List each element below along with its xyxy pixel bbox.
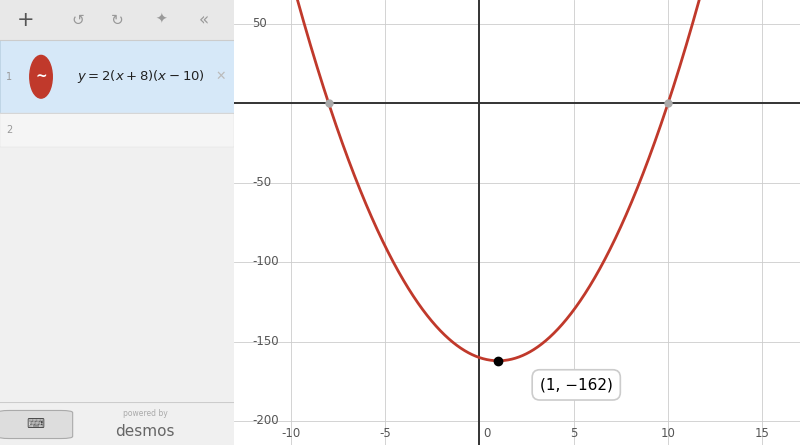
Text: ↻: ↻ bbox=[111, 12, 123, 28]
Text: «: « bbox=[199, 11, 209, 29]
Text: powered by: powered by bbox=[123, 409, 168, 418]
Text: 5: 5 bbox=[570, 427, 578, 440]
Text: -150: -150 bbox=[252, 335, 279, 348]
Text: +: + bbox=[17, 10, 34, 30]
Text: 1: 1 bbox=[6, 72, 13, 82]
Text: ~: ~ bbox=[35, 70, 47, 84]
Text: 10: 10 bbox=[661, 427, 675, 440]
Text: 2: 2 bbox=[6, 125, 13, 135]
Text: -200: -200 bbox=[252, 414, 279, 427]
FancyBboxPatch shape bbox=[0, 40, 234, 113]
Text: -10: -10 bbox=[282, 427, 301, 440]
Text: 0: 0 bbox=[483, 427, 490, 440]
Text: -5: -5 bbox=[379, 427, 391, 440]
Text: (1, −162): (1, −162) bbox=[540, 377, 613, 392]
Text: ✦: ✦ bbox=[156, 13, 167, 27]
Text: ↺: ↺ bbox=[71, 12, 84, 28]
FancyBboxPatch shape bbox=[0, 0, 234, 40]
Text: ⌨: ⌨ bbox=[26, 418, 44, 431]
Text: 15: 15 bbox=[755, 427, 770, 440]
FancyBboxPatch shape bbox=[0, 410, 73, 438]
Circle shape bbox=[30, 55, 52, 98]
Text: ✕: ✕ bbox=[215, 70, 226, 83]
Text: $y=2(x+8)(x-10)$: $y=2(x+8)(x-10)$ bbox=[77, 68, 205, 85]
Text: 50: 50 bbox=[252, 17, 267, 30]
Text: desmos: desmos bbox=[115, 424, 175, 439]
FancyBboxPatch shape bbox=[0, 113, 234, 147]
Text: -100: -100 bbox=[252, 255, 279, 268]
Text: -50: -50 bbox=[252, 176, 271, 189]
